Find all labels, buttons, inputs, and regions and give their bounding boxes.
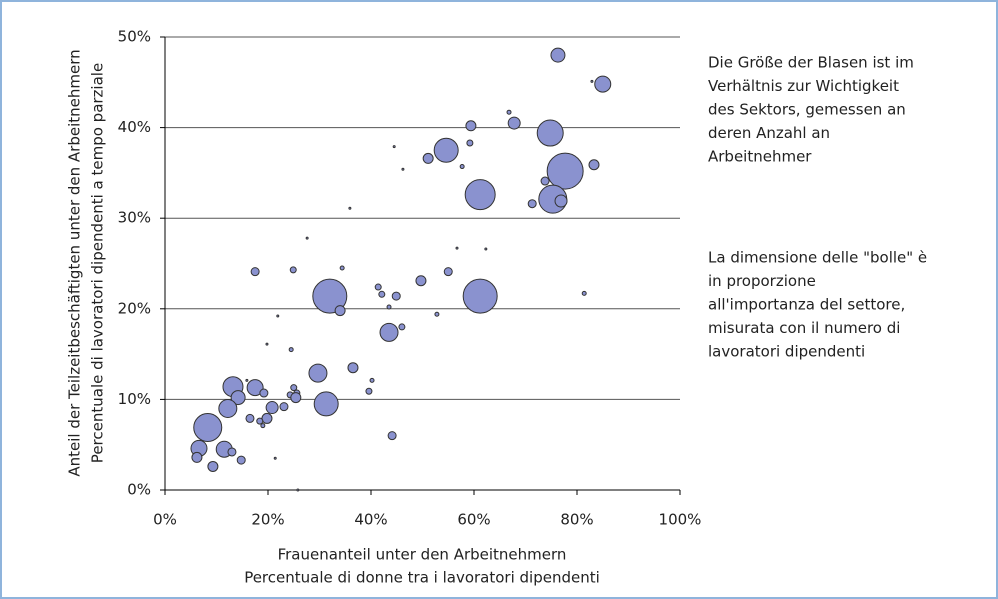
x-tick-label: 100% (659, 511, 702, 529)
bubble (227, 447, 237, 457)
bubble (261, 412, 273, 424)
y-tick-label: 10% (118, 390, 151, 408)
bubble (386, 304, 392, 310)
bubble (289, 266, 297, 274)
bubble (536, 119, 564, 147)
bubble (276, 314, 280, 318)
bubble (296, 488, 300, 492)
bubble (374, 283, 382, 291)
bubble (193, 412, 223, 442)
annotation: des Sektors, gemessen an (708, 101, 906, 119)
bubble (236, 455, 246, 465)
x-axis-label: Frauenanteil unter den Arbeitnehmern (278, 546, 567, 564)
bubble (594, 75, 612, 93)
bubble (348, 206, 352, 210)
bubble (288, 347, 294, 353)
annotation: Arbeitnehmer (708, 148, 812, 166)
y-tick-label: 20% (118, 299, 151, 317)
x-tick-label: 60% (457, 511, 490, 529)
bubble (230, 390, 246, 406)
bubble (462, 278, 498, 314)
bubble (334, 305, 346, 317)
bubble (507, 116, 521, 130)
bubble (379, 322, 399, 342)
bubble (256, 417, 264, 425)
bubble (365, 387, 373, 395)
bubble (464, 179, 496, 211)
bubble (207, 460, 219, 472)
x-tick-label: 80% (560, 511, 593, 529)
y-tick-label: 50% (118, 28, 151, 46)
y-axis-label: Anteil der Teilzeitbeschäftigten unter d… (66, 49, 84, 476)
bubble (260, 423, 266, 429)
bubble (546, 152, 584, 190)
annotation: Verhältnis zur Wichtigkeit (708, 77, 899, 95)
bubble (433, 137, 459, 163)
bubble (347, 362, 359, 374)
y-axis-label: Percentuale di lavoratori dipendenti a t… (89, 63, 107, 463)
bubble (191, 451, 203, 463)
bubble (313, 391, 339, 417)
bubble (245, 413, 255, 423)
bubble (465, 120, 477, 132)
bubble (250, 267, 260, 277)
annotation: deren Anzahl an (708, 124, 830, 142)
bubble (540, 176, 550, 186)
bubble (378, 290, 386, 298)
y-tick-label: 30% (118, 209, 151, 227)
bubble (259, 388, 269, 398)
bubble (581, 290, 587, 296)
bubble (459, 164, 465, 170)
bubble (308, 363, 328, 383)
bubble (290, 384, 298, 392)
bubble (415, 275, 427, 287)
bubble (434, 311, 440, 317)
bubble (245, 378, 249, 382)
bubble (265, 401, 279, 415)
bubble (484, 247, 488, 251)
bubble (265, 342, 269, 346)
annotation: lavoratori dipendenti (708, 343, 865, 361)
x-tick-label: 20% (251, 511, 284, 529)
bubble (339, 265, 345, 271)
y-tick-label: 40% (118, 118, 151, 136)
bubble (387, 431, 397, 441)
annotation: Die Größe der Blasen ist im (708, 54, 914, 72)
bubble (398, 323, 406, 331)
bubble (588, 159, 600, 171)
bubble (290, 392, 302, 404)
bubble (218, 398, 238, 418)
bubble (392, 145, 396, 149)
bubble (466, 139, 474, 147)
bubble (273, 456, 277, 460)
bubble (590, 79, 594, 83)
bubble (443, 267, 453, 277)
bubble (550, 47, 566, 63)
bubble (369, 377, 375, 383)
annotation: all'importanza del settore, (708, 296, 905, 314)
annotation: La dimensione delle "bolle" è (708, 249, 927, 267)
bubble (506, 109, 512, 115)
bubble (246, 379, 264, 397)
annotation: misurata con il numero di (708, 319, 900, 337)
x-tick-label: 40% (354, 511, 387, 529)
y-tick-label: 0% (127, 481, 151, 499)
bubble (305, 236, 309, 240)
x-axis-label: Percentuale di donne tra i lavoratori di… (244, 569, 600, 587)
bubble (422, 152, 434, 164)
bubble (455, 246, 459, 250)
bubble (312, 278, 348, 314)
bubble (401, 167, 405, 171)
bubble (391, 291, 401, 301)
bubble (527, 199, 537, 209)
annotation: in proporzione (708, 272, 816, 290)
bubble (279, 402, 289, 412)
bubble (554, 194, 568, 208)
x-tick-label: 0% (153, 511, 177, 529)
